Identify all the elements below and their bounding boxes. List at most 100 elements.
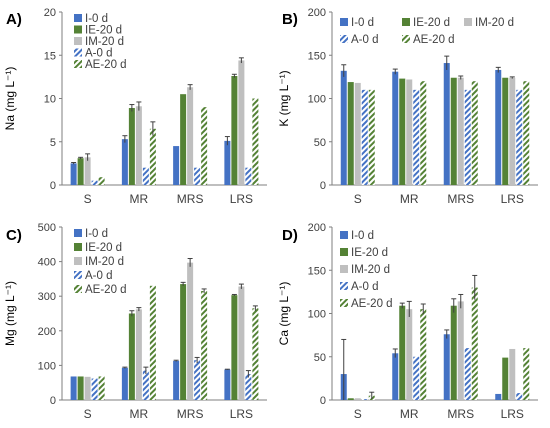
- bar: [91, 180, 98, 185]
- legend-swatch: [74, 285, 82, 293]
- bar: [464, 348, 471, 400]
- legend-swatch: [340, 265, 348, 273]
- legend-swatch: [74, 271, 82, 279]
- legend-label: IM-20 d: [351, 264, 390, 276]
- bar: [354, 398, 361, 400]
- bar: [142, 167, 149, 185]
- bar: [502, 77, 509, 185]
- bar: [70, 163, 77, 185]
- x-tick-label: MR: [400, 192, 419, 206]
- y-tick-label: 0: [50, 395, 56, 407]
- legend-swatch: [74, 257, 82, 265]
- bar: [98, 177, 105, 185]
- bar: [252, 308, 259, 400]
- legend-label: A-0 d: [85, 270, 113, 282]
- bar: [180, 284, 187, 400]
- x-tick-label: MR: [400, 407, 419, 421]
- bar: [457, 77, 464, 185]
- y-tick-label: 100: [308, 309, 326, 321]
- legend-swatch: [402, 18, 410, 26]
- chart-panel-2: B) 0 50 100 150 200 K (mg L⁻¹) S MR MRS LRS I-0 d IE…: [277, 7, 538, 206]
- legend-swatch: [402, 35, 410, 43]
- bar: [238, 286, 245, 400]
- x-tick-label: S: [84, 192, 92, 206]
- bar: [77, 158, 84, 185]
- bar: [450, 305, 457, 400]
- x-tick-label: MRS: [177, 407, 204, 421]
- legend-label: I-0 d: [85, 13, 108, 25]
- legend-label: IE-20 d: [351, 247, 388, 259]
- bar: [98, 376, 105, 400]
- y-tick-label: 200: [38, 326, 56, 338]
- bar: [91, 378, 98, 400]
- legend-label: IM-20 d: [85, 256, 124, 268]
- bar: [347, 398, 354, 400]
- bar: [224, 140, 231, 185]
- legend-swatch: [74, 37, 82, 45]
- bar: [173, 146, 180, 185]
- legend-swatch: [74, 229, 82, 237]
- bar: [245, 374, 252, 400]
- x-tick-label: LRS: [230, 192, 253, 206]
- bar: [406, 309, 413, 400]
- y-tick-label: 0: [50, 180, 56, 192]
- legend-swatch: [340, 35, 348, 43]
- bar: [84, 157, 91, 185]
- bar: [128, 313, 135, 400]
- bar: [457, 301, 464, 400]
- bar: [399, 78, 406, 185]
- legend-swatch: [74, 14, 82, 22]
- bar: [149, 285, 156, 400]
- panel-label: C): [6, 227, 22, 244]
- legend-swatch: [340, 299, 348, 307]
- bar: [516, 89, 523, 185]
- y-tick-label: 50: [314, 137, 326, 149]
- bar: [516, 393, 523, 400]
- y-axis-label: Ca (mg L⁻¹): [277, 282, 291, 346]
- y-tick-label: 20: [44, 7, 56, 19]
- bar: [231, 76, 238, 185]
- bar: [413, 89, 420, 185]
- bar: [340, 70, 347, 185]
- bar: [399, 305, 406, 400]
- y-axis-label: Na (mg L⁻¹): [3, 67, 17, 131]
- legend-label: I-0 d: [351, 230, 374, 242]
- bar: [187, 87, 194, 185]
- legend-swatch: [74, 48, 82, 57]
- bar: [502, 357, 509, 400]
- x-tick-label: MRS: [447, 407, 474, 421]
- y-axis-label: Mg (mg L⁻¹): [3, 281, 17, 346]
- bar: [121, 139, 128, 185]
- legend-swatch: [340, 18, 348, 26]
- legend-swatch: [74, 60, 82, 68]
- bar: [443, 334, 450, 400]
- y-tick-label: 200: [308, 222, 326, 234]
- bar: [361, 89, 368, 185]
- bar: [354, 82, 361, 185]
- x-tick-label: LRS: [501, 192, 524, 206]
- y-tick-label: 500: [38, 222, 56, 234]
- legend-swatch: [74, 243, 82, 251]
- bar: [347, 82, 354, 185]
- panel-label: A): [6, 11, 22, 28]
- bar: [495, 69, 502, 185]
- y-tick-label: 0: [320, 395, 326, 407]
- y-tick-label: 15: [44, 50, 56, 62]
- bar: [471, 287, 478, 400]
- legend-label: IE-20 d: [85, 25, 122, 37]
- bar: [187, 262, 194, 400]
- bar: [413, 356, 420, 400]
- y-tick-label: 0: [320, 180, 326, 192]
- bar: [406, 79, 413, 185]
- legend-label: I-0 d: [351, 17, 374, 29]
- legend-label: AE-20 d: [85, 284, 127, 296]
- legend-label: IM-20 d: [475, 17, 514, 29]
- legend-swatch: [464, 18, 472, 26]
- legend-swatch: [340, 248, 348, 256]
- legend-label: IE-20 d: [413, 17, 450, 29]
- x-tick-label: S: [354, 192, 362, 206]
- x-tick-label: MR: [130, 407, 149, 421]
- legend-swatch: [74, 25, 82, 34]
- bar: [368, 89, 375, 185]
